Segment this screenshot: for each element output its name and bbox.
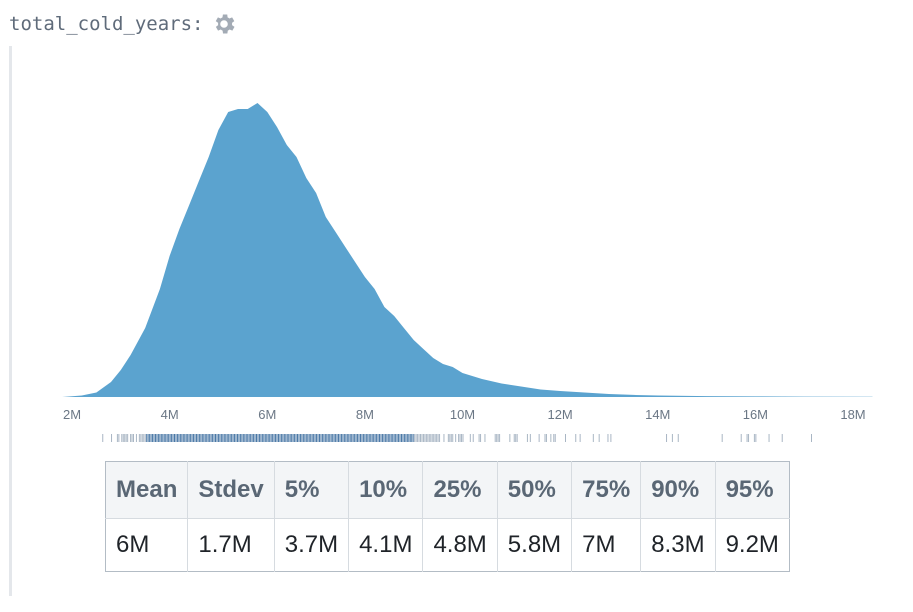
density-area [62, 103, 873, 397]
value-p25: 4.8M [422, 518, 498, 572]
header-p5: 5% [274, 461, 350, 519]
variable-name: total_cold_years: [9, 13, 204, 35]
x-tick-label: 14M [645, 407, 670, 422]
value-stdev: 1.7M [187, 518, 275, 572]
distribution-chart: 2M 4M 6M 8M 10M 12M 14M 16M 18M [62, 103, 873, 442]
x-tick-label: 8M [356, 407, 374, 422]
x-tick-label: 18M [840, 407, 865, 422]
x-tick-label: 12M [547, 407, 572, 422]
header-p75: 75% [571, 461, 642, 519]
x-tick-label: 2M [63, 407, 81, 422]
stats-header-row: Mean Stdev 5% 10% 25% 50% 75% 90% 95% [105, 461, 790, 519]
value-p5: 3.7M [274, 518, 350, 572]
x-tick-label: 10M [450, 407, 475, 422]
header-p25: 25% [422, 461, 498, 519]
x-axis-ticks: 2M 4M 6M 8M 10M 12M 14M 16M 18M [63, 407, 866, 422]
header-p50: 50% [497, 461, 573, 519]
value-p50: 5.8M [497, 518, 573, 572]
x-tick-label: 16M [743, 407, 768, 422]
header-p95: 95% [715, 461, 790, 519]
header-p10: 10% [348, 461, 424, 519]
gear-icon[interactable] [211, 11, 237, 37]
header-p90: 90% [640, 461, 716, 519]
header-stdev: Stdev [187, 461, 275, 519]
x-tick-label: 6M [258, 407, 276, 422]
value-p75: 7M [571, 518, 642, 572]
header-mean: Mean [105, 461, 189, 519]
value-p95: 9.2M [725, 531, 779, 558]
summary-stats-table: Mean Stdev 5% 10% 25% 50% 75% 90% 95% 6M… [105, 461, 790, 572]
sample-rug [102, 434, 813, 442]
value-p10: 4.1M [348, 518, 424, 572]
output-left-rule [9, 46, 12, 596]
stats-value-row: 6M 1.7M 3.7M 4.1M 4.8M 5.8M 7M 8.3M 9.2M [105, 518, 790, 572]
value-mean: 6M [105, 518, 189, 572]
x-tick-label: 4M [161, 407, 179, 422]
variable-header: total_cold_years: [9, 8, 237, 40]
value-p90: 8.3M [640, 518, 716, 572]
